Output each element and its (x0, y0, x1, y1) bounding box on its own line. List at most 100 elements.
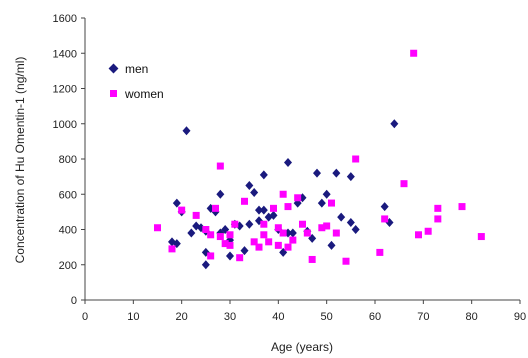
data-point-men (245, 180, 254, 190)
data-point-women (226, 231, 234, 239)
x-tick-label: 70 (417, 311, 429, 323)
data-point-women (168, 245, 176, 253)
y-tick-label: 0 (71, 295, 77, 307)
data-point-women (250, 238, 258, 246)
data-point-women (221, 240, 229, 248)
x-tick-label: 80 (466, 311, 478, 323)
y-tick-label: 1400 (53, 48, 77, 60)
legend-label-men: men (125, 62, 148, 76)
data-point-men (322, 189, 331, 199)
data-point-women (284, 243, 292, 251)
y-tick-label: 1000 (53, 119, 77, 131)
data-point-men (288, 228, 297, 238)
x-tick-label: 50 (321, 311, 333, 323)
data-point-men (187, 228, 196, 238)
legend-label-women: women (124, 87, 164, 101)
data-point-men (317, 198, 326, 208)
data-point-women (294, 194, 302, 202)
data-points (154, 49, 485, 270)
data-point-women (376, 248, 384, 256)
data-point-men (327, 240, 336, 250)
x-tick-label: 60 (369, 311, 381, 323)
data-point-women (434, 204, 442, 212)
data-point-women (352, 155, 360, 163)
data-point-women (279, 229, 287, 237)
data-point-women (231, 220, 239, 228)
data-point-women (308, 255, 316, 263)
data-point-men (380, 202, 389, 212)
x-axis-label: Age (years) (271, 340, 333, 354)
data-point-women (400, 180, 408, 188)
data-point-women (260, 220, 268, 228)
data-point-women (434, 215, 442, 223)
data-point-men (259, 205, 268, 215)
x-tick-label: 10 (127, 311, 139, 323)
data-point-men (313, 168, 321, 178)
data-point-men (226, 251, 234, 261)
data-point-men (269, 210, 278, 220)
data-point-women (178, 206, 186, 214)
data-point-women (270, 204, 277, 212)
y-axis-ticks: 0 200 400 600 800 1000 1200 1400 1600 (53, 13, 85, 307)
data-point-women (279, 190, 287, 198)
data-point-women (299, 220, 306, 228)
data-point-men (250, 187, 259, 197)
y-tick-label: 1200 (53, 84, 77, 96)
data-point-men (390, 119, 399, 129)
legend: men women (108, 62, 164, 101)
x-tick-label: 40 (272, 311, 284, 323)
data-point-women (260, 231, 268, 239)
data-point-men (337, 212, 346, 222)
data-point-women (274, 224, 282, 232)
y-tick-label: 400 (59, 225, 77, 237)
data-point-women (265, 238, 273, 246)
data-point-women (241, 197, 248, 205)
y-tick-label: 200 (59, 260, 77, 272)
data-point-men (284, 158, 292, 168)
data-point-women (154, 224, 161, 232)
data-point-women (212, 204, 219, 212)
x-tick-label: 90 (514, 311, 526, 323)
data-point-women (216, 162, 224, 170)
data-point-men (245, 219, 254, 229)
data-point-men (346, 172, 355, 182)
y-axis-label: Concentration of Hu Omentin-1 (ng/ml) (13, 57, 27, 264)
data-point-women (236, 254, 244, 262)
data-point-men (346, 217, 355, 227)
data-point-men (332, 168, 341, 178)
y-tick-label: 800 (59, 154, 77, 166)
data-point-women (318, 224, 326, 232)
data-point-women (226, 241, 234, 249)
data-point-women (458, 203, 466, 211)
data-point-women (207, 231, 215, 239)
data-point-women (381, 215, 389, 223)
x-tick-label: 0 (82, 311, 88, 323)
data-point-women (332, 229, 340, 237)
y-tick-label: 1600 (53, 13, 77, 25)
data-point-women (477, 233, 485, 241)
legend-marker-women (110, 90, 117, 97)
data-point-men (182, 126, 191, 136)
data-point-women (274, 241, 282, 249)
data-point-men (259, 170, 268, 180)
x-tick-label: 20 (176, 311, 188, 323)
data-point-women (323, 222, 331, 230)
data-point-men (216, 189, 225, 199)
data-point-women (342, 257, 350, 265)
data-point-women (303, 229, 311, 237)
data-point-women (192, 211, 200, 219)
data-point-women (284, 203, 292, 211)
data-point-men (240, 246, 249, 256)
y-tick-label: 600 (59, 189, 77, 201)
data-point-women (207, 252, 215, 260)
data-point-women (202, 226, 210, 233)
data-point-men (172, 198, 181, 208)
data-point-women (216, 233, 224, 241)
data-point-women (255, 243, 263, 251)
legend-marker-men (108, 63, 119, 74)
data-point-men (351, 225, 360, 234)
data-point-women (424, 227, 432, 235)
data-point-men (255, 205, 263, 215)
x-axis-ticks: 0 10 20 30 40 50 60 70 80 90 (82, 300, 526, 323)
